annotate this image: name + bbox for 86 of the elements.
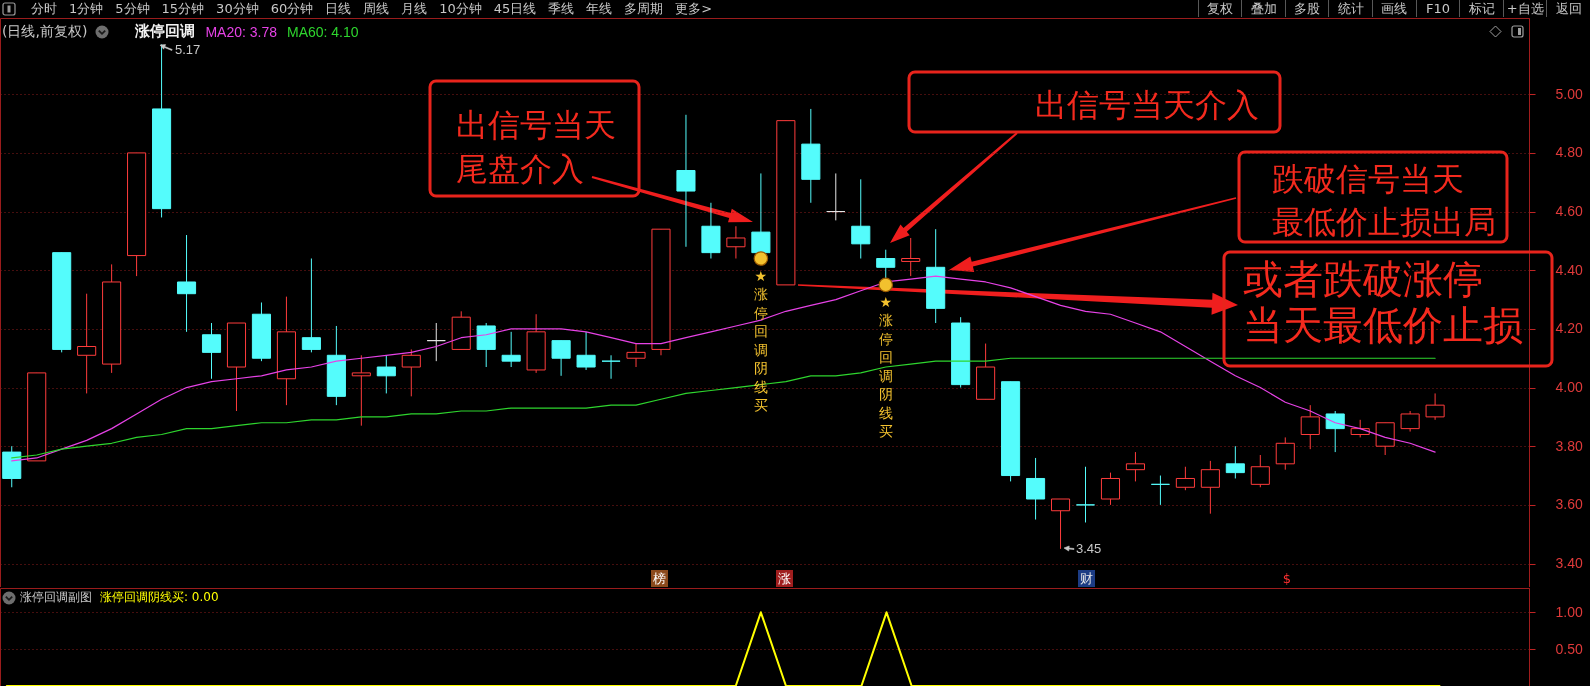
candlestick	[676, 114, 696, 248]
candlestick	[476, 322, 496, 368]
candlestick	[1150, 475, 1170, 506]
text: 1分钟	[69, 1, 104, 16]
candlestick	[1375, 422, 1395, 456]
annotation: 涨	[776, 570, 793, 587]
annotation: 跌破信号当天最低价止损出局	[1272, 159, 1496, 243]
candlestick	[376, 354, 396, 394]
candlestick	[301, 258, 321, 353]
text: 月线	[401, 1, 428, 16]
text: 更多>	[675, 1, 713, 16]
candlestick	[1400, 410, 1420, 433]
text: 多周期	[624, 1, 664, 16]
candlestick	[1175, 466, 1195, 491]
candlestick	[901, 237, 921, 277]
y-tick-label: 3.60	[1555, 496, 1583, 513]
candlestick	[551, 340, 571, 377]
candlestick	[1200, 460, 1220, 515]
candlestick	[351, 354, 371, 427]
text: 叠加	[1250, 1, 1277, 16]
candlestick	[1425, 392, 1445, 421]
candlestick	[726, 225, 746, 260]
text: 30分钟	[216, 1, 259, 16]
text: 5分钟	[115, 1, 150, 16]
text: 多股	[1294, 1, 1321, 16]
y-tick-label: 0.50	[1555, 640, 1583, 657]
text: 年线	[586, 1, 613, 16]
candlestick	[176, 234, 197, 333]
text: 返回	[1555, 1, 1582, 16]
text: MA60: 4.10	[286, 23, 359, 40]
candlestick	[576, 331, 596, 371]
annotation: 5.17	[175, 42, 201, 58]
y-tick-label: 4.20	[1555, 320, 1583, 337]
data-label: ★涨停回调阴线买	[878, 293, 893, 440]
text: 复权	[1206, 1, 1233, 16]
annotation: 榜	[651, 570, 668, 587]
text: MA20: 3.78	[205, 23, 277, 40]
annotation: 出信号当天介入	[1035, 85, 1259, 126]
annotation: 出信号当天尾盘介入	[456, 105, 616, 190]
annotation: 3.45	[1076, 541, 1102, 557]
candlestick	[1300, 404, 1320, 450]
y-tick-label: 5.00	[1555, 85, 1583, 102]
y-tick-label: 4.80	[1555, 144, 1583, 161]
y-tick-label: 4.60	[1555, 203, 1583, 220]
candlestick	[1225, 445, 1245, 479]
candlestick	[1075, 466, 1096, 523]
candlestick	[401, 348, 421, 397]
text: 周线	[363, 1, 390, 16]
text: 60分钟	[270, 1, 314, 16]
candlestick	[851, 178, 871, 260]
text: 45日线	[493, 1, 537, 16]
chart-subtitle: 涨停回调	[135, 22, 196, 41]
annotation: 或者跌破涨停当天最低价止损	[1243, 256, 1523, 348]
candlestick	[1100, 472, 1121, 506]
chart-title: (日线,前复权)	[2, 22, 88, 41]
candlestick	[826, 172, 846, 221]
y-tick-label: 3.40	[1555, 555, 1583, 572]
y-tick-label: 1.00	[1555, 603, 1583, 620]
y-tick-label: 4.00	[1555, 379, 1583, 396]
candlestick	[1275, 436, 1295, 471]
y-tick-label: 3.80	[1555, 437, 1583, 454]
candlestick	[1125, 451, 1145, 482]
candlestick	[1325, 410, 1345, 453]
candlestick	[201, 322, 222, 380]
text: 10分钟	[439, 1, 482, 16]
text: 15分钟	[161, 1, 205, 16]
candlestick	[77, 293, 97, 394]
chart-title: 涨停回调副图	[20, 589, 92, 606]
candlestick	[626, 343, 646, 368]
text: 标记	[1468, 1, 1495, 16]
text: 分时	[31, 1, 57, 16]
candlestick	[1026, 457, 1046, 521]
text: +自选	[1506, 1, 1544, 16]
text: 涨停回调阴线买: 0.00	[100, 589, 219, 606]
annotation: $	[1282, 570, 1292, 587]
candlestick	[601, 354, 621, 380]
text: 统计	[1337, 1, 1364, 16]
annotation: 财	[1078, 570, 1095, 587]
candlestick	[426, 322, 446, 362]
candlestick	[501, 331, 521, 368]
text: F10	[1425, 1, 1450, 16]
text: 画线	[1381, 1, 1408, 16]
text: 季线	[548, 1, 575, 16]
candlestick	[1250, 454, 1270, 488]
y-tick-label: 4.40	[1555, 261, 1583, 278]
text: 日线	[325, 1, 352, 16]
